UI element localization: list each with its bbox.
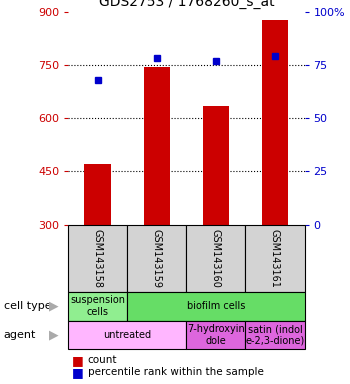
Text: GSM143160: GSM143160: [211, 229, 221, 288]
Bar: [245, 321, 304, 349]
Bar: [245, 225, 304, 292]
Bar: [84, 164, 111, 225]
Text: GSM143158: GSM143158: [93, 229, 103, 288]
Text: 7-hydroxyin
dole: 7-hydroxyin dole: [187, 324, 245, 346]
Bar: [127, 225, 187, 292]
Text: ▶: ▶: [49, 300, 59, 313]
Bar: [127, 292, 304, 321]
Text: suspension
cells: suspension cells: [70, 295, 125, 317]
Text: count: count: [88, 355, 117, 365]
Text: satin (indol
e-2,3-dione): satin (indol e-2,3-dione): [245, 324, 304, 346]
Bar: [68, 321, 187, 349]
Text: cell type: cell type: [4, 301, 51, 311]
Text: GSM143159: GSM143159: [152, 229, 162, 288]
Text: agent: agent: [4, 330, 36, 340]
Bar: [262, 20, 288, 225]
Bar: [203, 106, 229, 225]
Text: ■: ■: [72, 354, 84, 367]
Bar: [187, 225, 245, 292]
Text: ▶: ▶: [49, 329, 59, 341]
Text: untreated: untreated: [103, 330, 151, 340]
Text: GSM143161: GSM143161: [270, 229, 280, 288]
Title: GDS2753 / 1768260_s_at: GDS2753 / 1768260_s_at: [99, 0, 274, 9]
Text: percentile rank within the sample: percentile rank within the sample: [88, 367, 263, 377]
Bar: [68, 292, 127, 321]
Bar: [187, 321, 245, 349]
Bar: [68, 225, 127, 292]
Text: ■: ■: [72, 366, 84, 379]
Bar: [144, 66, 170, 225]
Text: biofilm cells: biofilm cells: [187, 301, 245, 311]
